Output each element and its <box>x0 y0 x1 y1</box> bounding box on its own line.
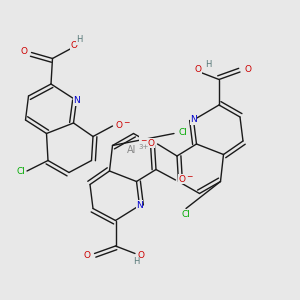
Text: Cl: Cl <box>16 167 26 176</box>
Text: O: O <box>147 139 155 148</box>
Text: Cl: Cl <box>178 128 188 137</box>
Text: O: O <box>245 65 252 74</box>
Text: H: H <box>133 257 140 266</box>
Text: O: O <box>178 175 186 184</box>
Text: −: − <box>123 118 130 127</box>
Text: Cl: Cl <box>182 210 190 219</box>
Text: O: O <box>194 64 202 74</box>
Text: N: N <box>73 96 80 105</box>
Text: 3+: 3+ <box>138 144 148 150</box>
Text: Al: Al <box>127 145 137 155</box>
Text: −: − <box>186 172 193 182</box>
Text: −: − <box>140 136 146 146</box>
Text: O: O <box>71 40 78 50</box>
Text: O: O <box>83 250 91 260</box>
Text: O: O <box>116 121 123 130</box>
Text: N: N <box>136 201 143 210</box>
Text: O: O <box>20 46 28 56</box>
Text: H: H <box>76 35 83 44</box>
Text: H: H <box>205 60 211 69</box>
Text: N: N <box>190 116 197 124</box>
Text: O: O <box>137 250 145 260</box>
